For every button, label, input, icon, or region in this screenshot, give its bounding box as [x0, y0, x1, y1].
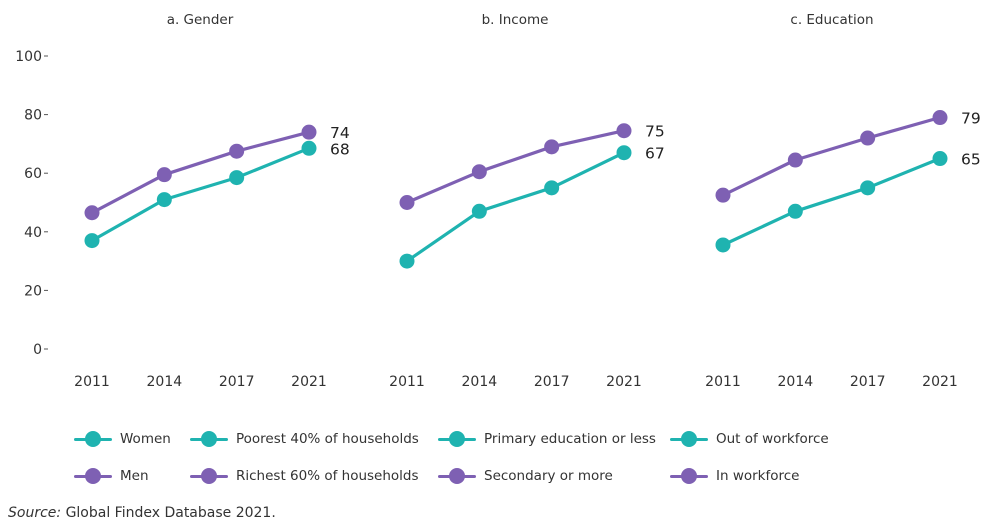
- legend-item-richest: Richest 60% of households: [190, 465, 419, 487]
- x-tick-label: 2014: [462, 374, 498, 390]
- data-point: [229, 170, 245, 186]
- x-tick-label: 2011: [389, 374, 425, 390]
- y-tick-label: 0: [33, 342, 42, 358]
- series-line: [721, 115, 942, 197]
- x-tick-label: 2021: [291, 374, 327, 390]
- data-point: [787, 152, 803, 168]
- data-point: [471, 164, 487, 180]
- end-value-label: 75: [645, 123, 665, 141]
- legend-item-in-workforce: In workforce: [670, 465, 800, 487]
- data-point: [715, 187, 731, 203]
- data-point: [616, 145, 632, 161]
- end-value-label: 68: [330, 140, 350, 158]
- data-point: [301, 140, 317, 156]
- legend-item-women: Women: [74, 428, 171, 450]
- legend-key-poorest: [190, 428, 228, 450]
- source-prefix: Source:: [8, 505, 62, 521]
- data-point: [860, 130, 876, 146]
- data-point: [399, 253, 415, 269]
- series-line: [90, 130, 311, 215]
- data-point: [616, 123, 632, 139]
- end-value-label: 74: [330, 124, 350, 142]
- series-line: [90, 146, 311, 243]
- x-tick-label: 2021: [922, 374, 958, 390]
- y-tick-label: 60: [24, 166, 42, 182]
- legend-item-secondary: Secondary or more: [438, 465, 613, 487]
- panel-3: c. Education 2011 2014 2017 2021 65 79: [705, 12, 981, 390]
- legend-item-men: Men: [74, 465, 149, 487]
- data-point: [301, 124, 317, 140]
- legend-label-richest: Richest 60% of households: [236, 468, 419, 484]
- legend-label-secondary: Secondary or more: [484, 468, 613, 484]
- x-tick-label: 2011: [705, 374, 741, 390]
- x-tick-label: 2017: [219, 374, 255, 390]
- y-tick-label: 80: [24, 108, 42, 124]
- legend-key-secondary: [438, 465, 476, 487]
- legend-label-out-of-workforce: Out of workforce: [716, 431, 829, 447]
- data-point: [715, 237, 731, 253]
- y-tick-label: 20: [24, 283, 42, 299]
- legend-item-primary: Primary education or less: [438, 428, 656, 450]
- panel-title: a. Gender: [167, 12, 234, 28]
- end-value-label: 67: [645, 145, 665, 163]
- legend-item-poorest: Poorest 40% of households: [190, 428, 419, 450]
- legend-item-out-of-workforce: Out of workforce: [670, 428, 829, 450]
- data-point: [229, 143, 245, 159]
- data-point: [399, 195, 415, 210]
- data-point: [471, 203, 487, 219]
- legend-key-in-workforce: [670, 465, 708, 487]
- data-point: [156, 167, 172, 183]
- y-tick-label: 100: [15, 49, 42, 65]
- legend-key-primary: [438, 428, 476, 450]
- series-line: [405, 129, 626, 205]
- legend-label-women: Women: [120, 431, 171, 447]
- y-tick-label: 40: [24, 225, 42, 241]
- data-point: [156, 192, 172, 208]
- series-line: [405, 151, 626, 263]
- data-point: [544, 180, 560, 196]
- source-note: Source: Global Findex Database 2021.: [8, 505, 276, 521]
- legend-key-richest: [190, 465, 228, 487]
- x-tick-label: 2011: [74, 374, 110, 390]
- panel-title: c. Education: [790, 12, 873, 28]
- legend-label-poorest: Poorest 40% of households: [236, 431, 419, 447]
- x-tick-label: 2014: [778, 374, 814, 390]
- legend-key-women: [74, 428, 112, 450]
- legend-key-men: [74, 465, 112, 487]
- legend-label-men: Men: [120, 468, 149, 484]
- legend-label-in-workforce: In workforce: [716, 468, 800, 484]
- end-value-label: 65: [961, 151, 981, 169]
- x-tick-label: 2021: [606, 374, 642, 390]
- x-tick-label: 2017: [850, 374, 886, 390]
- data-point: [544, 139, 560, 155]
- series-line: [721, 156, 942, 247]
- x-tick-label: 2014: [147, 374, 183, 390]
- data-point: [787, 203, 803, 219]
- data-point: [84, 233, 100, 249]
- x-tick-label: 2017: [534, 374, 570, 390]
- data-point: [932, 110, 948, 126]
- data-point: [84, 205, 100, 221]
- panel-title: b. Income: [482, 12, 549, 28]
- end-value-label: 79: [961, 110, 981, 128]
- data-point: [932, 151, 948, 167]
- source-text: Global Findex Database 2021.: [65, 505, 276, 521]
- legend-label-primary: Primary education or less: [484, 431, 656, 447]
- panel-2: b. Income 2011 2014 2017 2021 67 75: [389, 12, 665, 390]
- data-point: [860, 180, 876, 196]
- legend: Women Poorest 40% of households Primary …: [74, 428, 954, 490]
- legend-key-out-of-workforce: [670, 428, 708, 450]
